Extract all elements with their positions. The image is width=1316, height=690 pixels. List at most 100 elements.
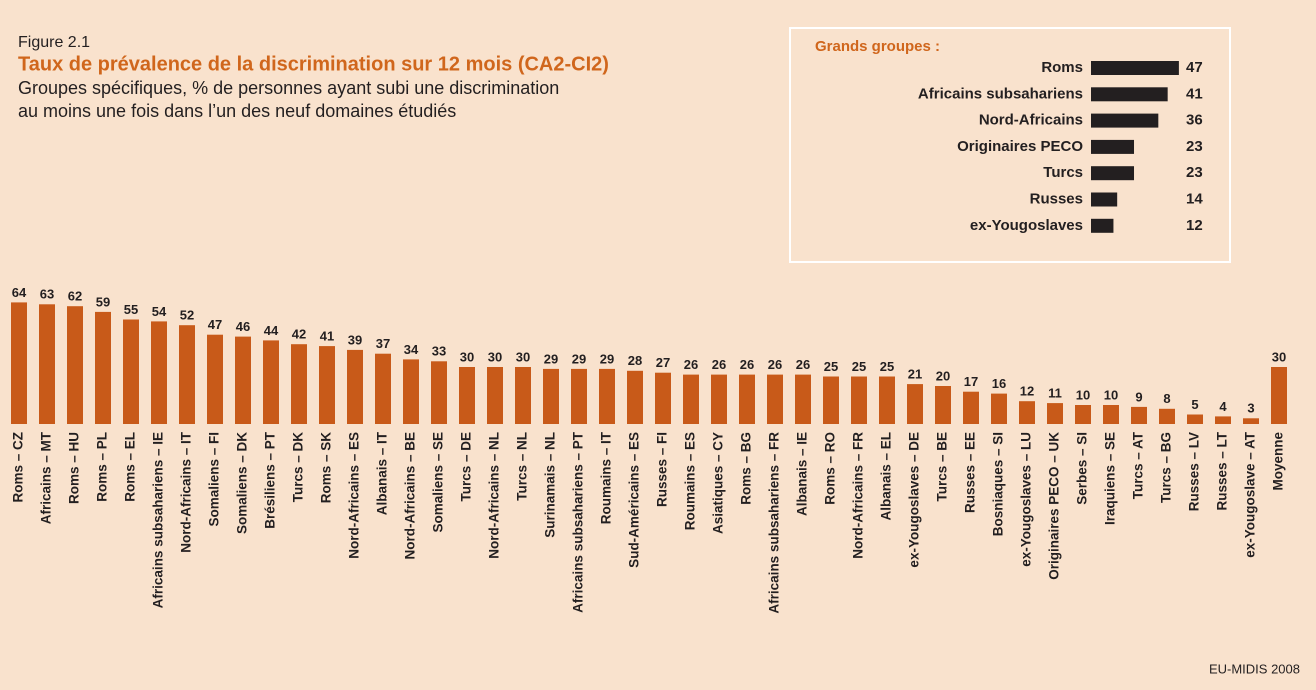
value-label: 42 bbox=[292, 327, 306, 342]
bar bbox=[375, 353, 391, 424]
value-label: 25 bbox=[880, 359, 894, 374]
chart-subtitle: au moins une fois dans l’un des neuf dom… bbox=[18, 101, 456, 121]
value-label: 29 bbox=[544, 351, 558, 366]
x-tick-label: Africains subsahariens – PT bbox=[571, 431, 586, 613]
x-tick-label: Roms – SK bbox=[319, 432, 334, 504]
bar bbox=[1131, 406, 1147, 424]
x-tick-label: Somaliens – DK bbox=[235, 432, 250, 534]
bar bbox=[67, 306, 83, 424]
value-label: 10 bbox=[1076, 387, 1090, 402]
bar bbox=[963, 391, 979, 424]
value-label: 52 bbox=[180, 308, 194, 323]
bar bbox=[179, 325, 195, 424]
value-label: 30 bbox=[488, 349, 502, 364]
bar bbox=[123, 319, 139, 424]
x-tick-label: Turcs – BE bbox=[935, 432, 950, 502]
bar bbox=[291, 344, 307, 424]
bar bbox=[347, 349, 363, 424]
value-label: 54 bbox=[152, 304, 167, 319]
figure-label: Figure 2.1 bbox=[18, 34, 90, 51]
value-label: 11 bbox=[1048, 386, 1062, 401]
x-tick-label: Africains subsahariens – IE bbox=[151, 432, 166, 608]
x-tick-label: Nord-Africains – ES bbox=[347, 432, 362, 559]
inset-box bbox=[789, 27, 1231, 263]
value-label: 10 bbox=[1104, 387, 1118, 402]
inset-title: Grands groupes : bbox=[815, 38, 940, 55]
x-tick-label: Russes – EE bbox=[963, 432, 978, 513]
bar bbox=[487, 367, 503, 424]
bar bbox=[1091, 87, 1168, 102]
x-tick-label: Roms – PL bbox=[95, 432, 110, 502]
bar bbox=[1091, 166, 1135, 181]
bar bbox=[319, 346, 335, 424]
bar bbox=[235, 336, 251, 424]
value-label: 34 bbox=[404, 342, 419, 357]
bar bbox=[599, 368, 615, 424]
bar bbox=[1091, 113, 1159, 128]
y-tick-label: Roms bbox=[1041, 59, 1083, 76]
x-tick-label: Russes – FI bbox=[655, 432, 670, 507]
x-tick-label: Albanais – IT bbox=[375, 431, 390, 515]
value-label: 4 bbox=[1219, 399, 1227, 414]
value-label: 29 bbox=[600, 351, 614, 366]
value-label: 9 bbox=[1135, 389, 1142, 404]
bar bbox=[879, 376, 895, 424]
bar bbox=[543, 368, 559, 424]
bar bbox=[1243, 418, 1259, 424]
x-tick-label: Originaires PECO – UK bbox=[1047, 432, 1062, 580]
value-label: 33 bbox=[432, 344, 446, 359]
value-label: 28 bbox=[628, 353, 642, 368]
value-label: 26 bbox=[768, 357, 782, 372]
y-tick-label: Russes bbox=[1030, 190, 1083, 207]
x-tick-label: Turcs – BG bbox=[1159, 432, 1174, 503]
bar bbox=[403, 359, 419, 424]
bar bbox=[1091, 139, 1135, 154]
bar bbox=[1047, 403, 1063, 424]
bar bbox=[991, 393, 1007, 424]
value-label: 21 bbox=[908, 367, 922, 382]
value-label: 3 bbox=[1247, 401, 1254, 416]
x-tick-label: Roumains – IT bbox=[599, 431, 614, 524]
value-label: 39 bbox=[348, 332, 362, 347]
x-tick-label: Somaliens – FI bbox=[207, 432, 222, 527]
y-tick-label: Originaires PECO bbox=[957, 138, 1083, 155]
bar bbox=[851, 376, 867, 424]
value-label: 25 bbox=[852, 359, 866, 374]
bar bbox=[711, 374, 727, 424]
value-label: 17 bbox=[964, 374, 978, 389]
bar bbox=[1215, 416, 1231, 424]
value-label: 25 bbox=[824, 359, 838, 374]
y-tick-label: ex-Yougoslaves bbox=[970, 217, 1083, 234]
value-label: 8 bbox=[1163, 391, 1170, 406]
value-label: 26 bbox=[740, 357, 754, 372]
value-label: 26 bbox=[712, 357, 726, 372]
value-label: 20 bbox=[936, 368, 950, 383]
source: EU-MIDIS 2008 bbox=[1209, 661, 1300, 676]
bar bbox=[627, 370, 643, 424]
x-tick-label: Russes – LT bbox=[1215, 431, 1230, 510]
bar bbox=[823, 376, 839, 424]
bar bbox=[739, 374, 755, 424]
x-tick-label: Africains subsahariens – FR bbox=[767, 432, 782, 614]
x-tick-label: Turcs – DE bbox=[459, 432, 474, 502]
value-label: 63 bbox=[40, 287, 54, 302]
bar bbox=[1103, 405, 1119, 424]
value-label: 30 bbox=[460, 349, 474, 364]
x-tick-label: Sud-Américains – ES bbox=[627, 432, 642, 568]
x-tick-label: Turcs – AT bbox=[1131, 431, 1146, 499]
value-label: 26 bbox=[684, 357, 698, 372]
x-tick-label: Nord-Africains – IT bbox=[179, 431, 194, 553]
value-label: 26 bbox=[796, 357, 810, 372]
value-label: 12 bbox=[1186, 217, 1203, 234]
x-tick-label: Albanais – EL bbox=[879, 432, 894, 521]
x-tick-label: Roms – HU bbox=[67, 432, 82, 504]
bar bbox=[263, 340, 279, 424]
x-tick-label: Roms – RO bbox=[823, 432, 838, 505]
x-tick-label: Iraquiens – SE bbox=[1103, 432, 1118, 525]
bar bbox=[431, 361, 447, 424]
x-tick-label: Surinamais – NL bbox=[543, 432, 558, 538]
bar bbox=[1187, 414, 1203, 424]
bar bbox=[935, 386, 951, 424]
x-tick-label: Albanais – IE bbox=[795, 432, 810, 516]
